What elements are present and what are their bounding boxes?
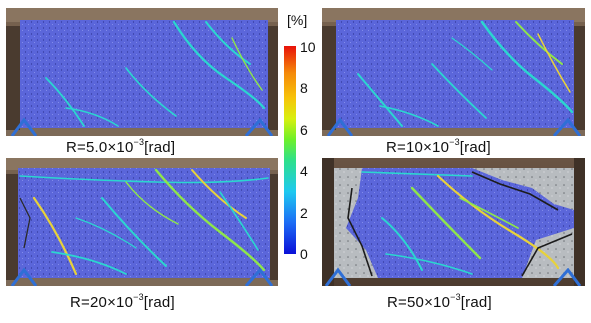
- caption-r10: R=10×10−3[rad]: [386, 137, 491, 156]
- colorbar-unit-label: [%]: [287, 12, 308, 28]
- colorbar-tick: 6: [300, 122, 308, 138]
- caption-r10-exp: −3: [449, 137, 460, 147]
- caption-r5: R=5.0×10−3[rad]: [66, 137, 176, 156]
- specimen-photo-r50: [322, 158, 585, 286]
- colorbar-tick: 2: [300, 205, 308, 221]
- colorbar-tick: 8: [300, 80, 308, 96]
- caption-r20-exp: −3: [133, 292, 144, 302]
- caption-r20-base: R=20×10: [70, 294, 134, 311]
- specimen-photo-r20: [6, 158, 278, 286]
- specimen-photo-r5: [6, 8, 278, 136]
- caption-r10-unit: [rad]: [459, 139, 491, 156]
- caption-r50-unit: [rad]: [460, 294, 492, 311]
- strain-colorbar: [284, 46, 296, 254]
- caption-r50-exp: −3: [450, 292, 461, 302]
- specimen-photo-r10: [322, 8, 585, 136]
- colorbar-tick: 10: [300, 39, 316, 55]
- caption-r5-unit: [rad]: [144, 139, 176, 156]
- caption-r50-base: R=50×10: [387, 294, 451, 311]
- caption-r20-unit: [rad]: [143, 294, 175, 311]
- colorbar-tick: 0: [300, 246, 308, 262]
- caption-r5-exp: −3: [133, 137, 145, 147]
- caption-r10-base: R=10×10: [386, 139, 450, 156]
- caption-r20: R=20×10−3[rad]: [70, 292, 175, 311]
- caption-r50: R=50×10−3[rad]: [387, 292, 492, 311]
- colorbar-tick: 4: [300, 163, 308, 179]
- caption-r5-base: R=5.0×10: [66, 139, 134, 156]
